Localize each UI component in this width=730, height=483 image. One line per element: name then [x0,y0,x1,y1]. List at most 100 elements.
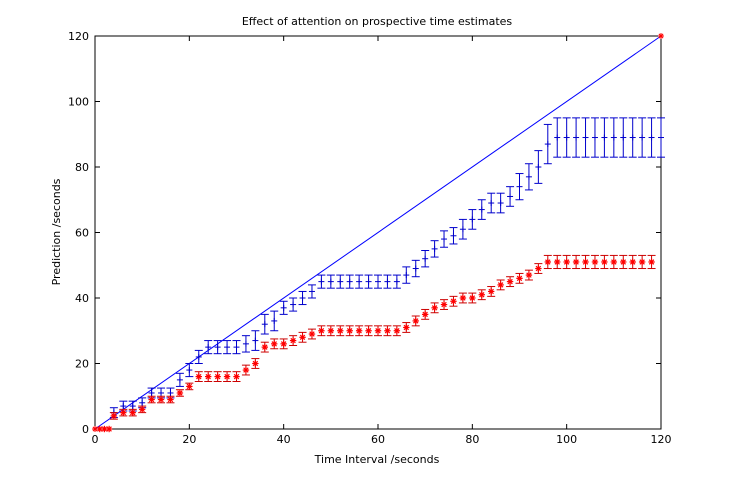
data-point [620,258,627,266]
data-point [214,344,221,351]
y-tick-label: 120 [68,30,89,43]
data-point [535,265,542,272]
data-point [450,298,457,305]
data-point [375,278,381,285]
point-marker-d2 [101,426,108,432]
chart-title: Effect of attention on prospective time … [242,15,513,28]
data-point [469,294,476,302]
data-point [573,134,580,141]
data-point [176,389,184,397]
data-point [308,330,316,338]
data-point [337,278,344,285]
data-point [120,409,127,416]
data-point [374,327,382,334]
data-point [290,301,297,308]
data-point [544,258,551,266]
data-point [224,344,231,351]
data-point [327,327,335,334]
series-2 [96,254,656,433]
point-marker-d2 [299,334,306,341]
data-point [591,258,599,266]
point-marker-d2 [639,259,645,265]
data-point [148,389,155,396]
reference-marker-stroke [658,33,664,39]
data-point [337,327,344,334]
point-marker-d2 [394,328,400,334]
point-marker-d2 [167,396,174,403]
data-point [610,258,618,266]
data-point [346,278,353,285]
data-point [497,281,504,289]
point-marker-d2 [535,265,542,272]
data-point [365,327,372,334]
data-point [620,134,627,141]
point-marker-d2 [403,324,410,331]
reference-endpoint-marker [658,33,664,39]
data-point [478,206,485,213]
data-point [195,353,202,360]
data-point [195,373,202,380]
data-point [308,288,315,295]
data-point [242,366,250,374]
x-tick-label: 40 [277,433,291,446]
data-point [431,304,438,312]
point-marker-d2 [177,390,183,396]
data-point [601,258,608,266]
data-point [582,134,589,141]
data-point [138,406,146,413]
data-point [412,265,419,272]
data-point [299,295,306,301]
reference-marker-stroke [92,426,98,432]
data-point [601,134,608,141]
data-point [563,258,570,266]
data-point [638,258,646,266]
reference-line-group [92,33,664,432]
point-marker-d2 [554,259,560,265]
data-point [488,288,495,295]
data-point [440,301,448,308]
data-point [384,327,391,334]
data-point [233,344,240,351]
data-point [582,258,589,266]
point-marker-d2 [497,282,504,288]
data-point [497,200,504,207]
data-point [421,311,429,318]
y-tick-label: 80 [75,161,89,174]
point-marker-d2 [243,367,249,373]
data-point [129,409,136,416]
point-marker-d2 [224,373,230,380]
point-marker-d2 [290,337,296,344]
y-tick-label: 60 [75,227,89,240]
point-marker-d2 [592,259,598,265]
point-marker-d2 [507,278,513,285]
data-point [459,294,467,302]
data-point [516,275,523,282]
point-marker-d2 [214,373,221,380]
point-marker-d2 [365,328,372,334]
point-marker-d2 [233,373,240,380]
point-marker-d2 [106,426,112,432]
data-point [346,327,353,334]
data-point [186,383,193,390]
data-point [516,183,523,190]
data-point [572,258,580,266]
data-point [356,278,363,285]
data-point [158,389,165,396]
reference-line [94,35,662,430]
data-point [280,340,287,348]
data-point [148,396,155,403]
data-point [506,278,514,285]
data-point [252,360,259,367]
data-point [648,258,655,266]
y-tick-label: 20 [75,358,89,371]
point-marker-d2 [629,259,636,265]
data-point [299,334,306,341]
point-marker-d2 [573,259,579,265]
data-point [252,337,259,344]
point-marker-d2 [611,259,617,265]
data-point [507,193,514,200]
point-marker-d2 [205,373,211,380]
point-marker-d2 [479,291,485,298]
point-marker-d2 [582,259,589,265]
